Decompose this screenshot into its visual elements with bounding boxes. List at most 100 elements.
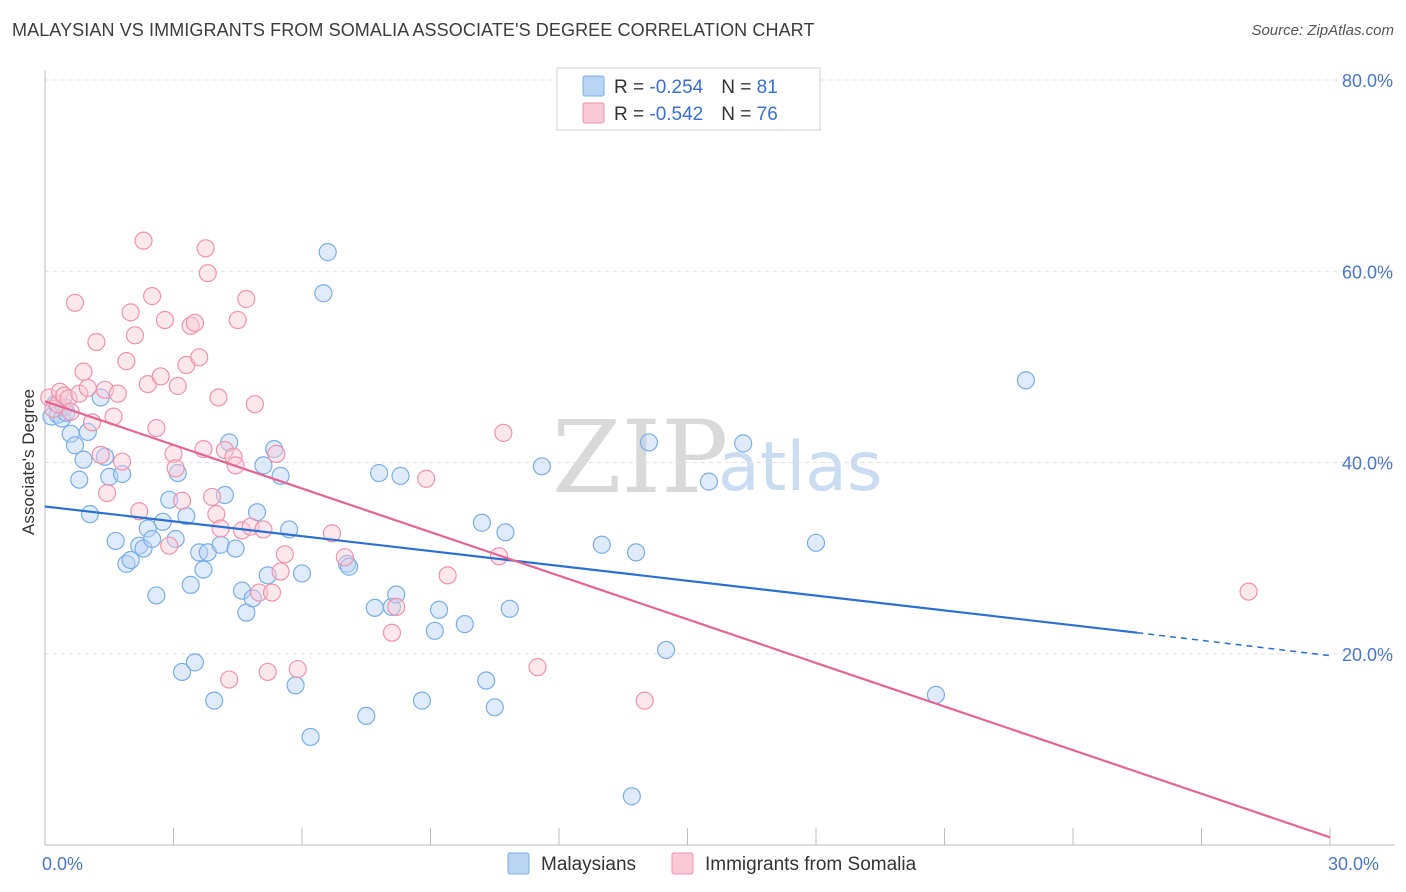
point-malaysians xyxy=(592,535,611,554)
point-somalia xyxy=(220,670,239,689)
point-malaysians xyxy=(639,433,659,452)
point-somalia xyxy=(271,562,290,581)
point-somalia xyxy=(288,659,307,679)
point-somalia xyxy=(98,484,117,503)
point-somalia xyxy=(258,662,277,682)
point-malaysians xyxy=(429,600,449,619)
point-malaysians xyxy=(205,691,224,710)
point-somalia xyxy=(245,395,264,414)
point-malaysians xyxy=(172,662,192,682)
y-tick-label: 20.0% xyxy=(1342,645,1393,665)
point-malaysians xyxy=(74,450,93,469)
legend-swatch-malaysians xyxy=(582,75,605,97)
point-somalia xyxy=(65,293,85,312)
point-malaysians xyxy=(472,513,491,532)
point-somalia xyxy=(528,658,547,677)
data-points xyxy=(40,231,1258,806)
series-legend-swatch-somalia xyxy=(671,852,694,875)
trend-line-malaysians-extension xyxy=(1137,631,1331,657)
source-credit: Source: ZipAtlas.com xyxy=(1251,22,1394,39)
point-somalia xyxy=(59,389,78,408)
point-somalia xyxy=(160,536,179,555)
point-somalia xyxy=(166,459,185,478)
point-malaysians xyxy=(70,470,89,489)
point-malaysians xyxy=(65,436,85,455)
point-malaysians xyxy=(185,653,205,672)
point-malaysians xyxy=(734,434,753,453)
x-tick-label-max: 30.0% xyxy=(1328,854,1379,874)
y-axis-title: Associate's Degree xyxy=(19,389,38,535)
point-somalia xyxy=(125,326,145,345)
point-somalia xyxy=(438,566,457,585)
point-somalia xyxy=(108,384,127,403)
point-somalia xyxy=(494,423,513,442)
stats-legend: R = -0.254 N = 81 R = -0.542 N = 76 xyxy=(556,67,821,131)
point-somalia xyxy=(74,362,93,381)
point-malaysians xyxy=(337,554,357,573)
point-somalia xyxy=(267,444,286,463)
point-somalia xyxy=(250,583,269,602)
point-somalia xyxy=(172,491,192,510)
point-malaysians xyxy=(622,787,641,806)
point-somalia xyxy=(322,524,342,543)
point-somalia xyxy=(198,264,217,283)
point-somalia xyxy=(335,548,354,567)
point-malaysians xyxy=(226,539,245,558)
point-somalia xyxy=(254,520,273,539)
point-malaysians xyxy=(194,560,213,579)
point-malaysians xyxy=(496,523,515,542)
point-somalia xyxy=(387,597,406,616)
point-somalia xyxy=(87,332,106,352)
point-malaysians xyxy=(387,585,406,604)
point-somalia xyxy=(228,310,247,330)
point-malaysians xyxy=(656,640,676,660)
point-somalia xyxy=(190,348,209,367)
legend-n-value: 76 xyxy=(757,104,778,125)
series-legend-label-somalia: Immigrants from Somalia xyxy=(705,854,917,875)
point-malaysians xyxy=(391,466,410,485)
series-legend-label-malaysians: Malaysians xyxy=(541,854,636,875)
y-tick-label: 60.0% xyxy=(1342,262,1393,282)
point-somalia xyxy=(121,303,140,322)
point-malaysians xyxy=(211,535,230,554)
point-somalia xyxy=(168,376,187,396)
point-malaysians xyxy=(78,422,97,441)
point-malaysians xyxy=(699,472,719,491)
point-malaysians xyxy=(286,676,305,695)
point-somalia xyxy=(91,445,110,464)
point-malaysians xyxy=(455,615,474,634)
point-malaysians xyxy=(365,598,384,617)
trend-line-somalia xyxy=(44,400,1331,839)
point-malaysians xyxy=(181,575,200,595)
point-malaysians xyxy=(254,456,273,475)
legend-r-label: R = xyxy=(614,104,649,125)
point-somalia xyxy=(207,505,226,524)
point-somalia xyxy=(635,691,654,710)
point-somalia xyxy=(130,502,149,521)
point-malaysians xyxy=(121,550,140,570)
legend-r-value: -0.254 xyxy=(649,77,703,98)
point-malaysians xyxy=(318,243,337,262)
point-malaysians xyxy=(532,457,551,476)
point-malaysians xyxy=(160,490,179,509)
trend-lines xyxy=(44,400,1331,839)
point-malaysians xyxy=(477,671,496,690)
legend-row-malaysians: R = -0.254 N = 81 xyxy=(614,77,778,98)
point-somalia xyxy=(134,231,153,250)
point-malaysians xyxy=(370,463,389,483)
chart-title: MALAYSIAN VS IMMIGRANTS FROM SOMALIA ASS… xyxy=(12,20,815,40)
point-malaysians xyxy=(412,691,432,710)
point-malaysians xyxy=(166,529,185,549)
x-tick-label-min: 0.0% xyxy=(42,854,83,874)
legend-r-label: R = xyxy=(614,77,649,98)
point-malaysians xyxy=(106,531,125,551)
point-somalia xyxy=(196,239,215,258)
point-malaysians xyxy=(112,464,132,484)
point-malaysians xyxy=(142,529,162,549)
watermark-zip: ZIP xyxy=(552,399,728,516)
point-somalia xyxy=(209,388,228,407)
point-malaysians xyxy=(425,621,444,640)
point-somalia xyxy=(147,418,166,438)
point-malaysians xyxy=(1016,371,1035,390)
point-malaysians xyxy=(301,727,320,747)
